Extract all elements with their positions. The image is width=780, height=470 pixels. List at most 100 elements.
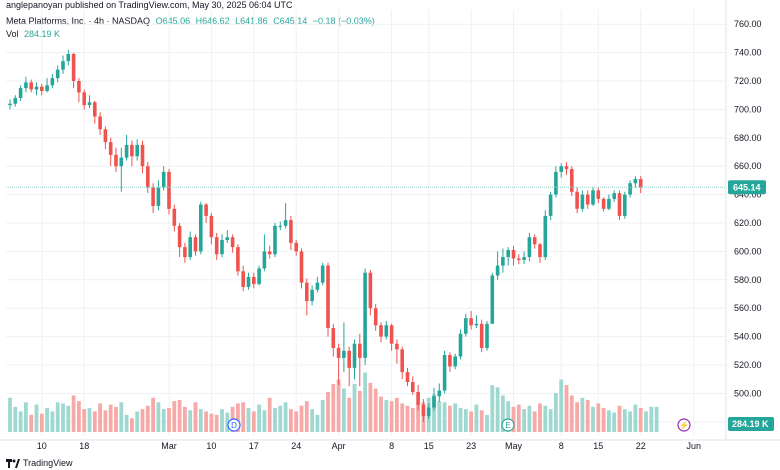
- volume-bar: [368, 382, 373, 432]
- volume-bar: [596, 403, 601, 432]
- volume-bar: [331, 384, 336, 432]
- volume-bar: [124, 414, 129, 432]
- y-tick-label: 520.00: [734, 360, 762, 370]
- candle-body: [40, 86, 44, 91]
- volume-bar: [257, 404, 261, 432]
- published-line: anglepanoyan published on TradingView.co…: [6, 0, 293, 10]
- volume-bar: [198, 409, 203, 432]
- volume-bar: [315, 414, 320, 432]
- volume-bar: [82, 409, 87, 432]
- volume-bar: [453, 403, 458, 432]
- volume-bar: [474, 404, 479, 432]
- volume-bar: [135, 411, 140, 432]
- x-tick-label: Jun: [686, 441, 701, 451]
- volume-bar: [39, 413, 44, 432]
- candle-body: [61, 61, 65, 70]
- volume-bar: [342, 388, 346, 432]
- candle-body: [305, 282, 309, 302]
- candle-body: [347, 350, 351, 368]
- candle-body: [103, 129, 108, 143]
- volume-bar: [532, 411, 537, 432]
- volume-bar: [527, 405, 532, 432]
- candle-body: [623, 194, 627, 216]
- x-tick-label: 24: [291, 441, 301, 451]
- volume-bar: [119, 402, 124, 432]
- candle-body: [638, 178, 643, 188]
- candle-body: [140, 144, 145, 167]
- x-tick-label: 18: [79, 441, 89, 451]
- volume-bar: [495, 387, 500, 432]
- symbol-title: Meta Platforms, Inc. · 4h · NASDAQ: [6, 16, 151, 26]
- volume-bar: [400, 403, 405, 432]
- volume-bar: [437, 401, 442, 432]
- candle-body: [230, 237, 235, 248]
- volume-bar: [167, 408, 171, 432]
- volume-bar: [61, 403, 65, 432]
- candle-body: [236, 247, 240, 272]
- volume-bar: [71, 395, 76, 432]
- candle-body: [29, 82, 33, 90]
- volume-bar: [77, 401, 81, 432]
- candle-body: [432, 396, 436, 408]
- volume-bar: [463, 409, 468, 432]
- candle-body: [130, 144, 134, 157]
- candle-body: [580, 194, 585, 209]
- volume-bar: [511, 406, 516, 432]
- candle-body: [358, 343, 362, 358]
- volume-bar: [145, 405, 150, 432]
- y-tick-label: 540.00: [734, 332, 762, 342]
- volume-bar: [29, 414, 34, 432]
- candle-body: [93, 102, 97, 117]
- volume-bar: [633, 404, 638, 432]
- last-price-value: 645.14: [733, 182, 761, 192]
- volume-bar: [644, 411, 648, 432]
- symbol-header: Meta Platforms, Inc. · 4h · NASDAQ O645.…: [6, 16, 378, 26]
- ohlc-low: L641.86: [235, 16, 268, 26]
- candle-body: [564, 166, 569, 170]
- y-tick-label: 740.00: [734, 48, 762, 58]
- candle-body: [336, 347, 341, 358]
- candle-body: [405, 372, 410, 383]
- candle-body: [511, 249, 516, 259]
- candle-body: [214, 237, 219, 255]
- candle-body: [395, 343, 399, 350]
- tradingview-watermark: TradingView: [6, 458, 73, 468]
- volume-bar: [320, 400, 325, 432]
- x-tick-label: 10: [37, 441, 47, 451]
- candle-body: [151, 187, 155, 206]
- volume-bar: [559, 379, 564, 432]
- volume-bar: [538, 403, 542, 432]
- volume-bar: [183, 406, 187, 432]
- candle-body: [342, 350, 346, 358]
- volume-bar: [267, 397, 272, 432]
- candle-body: [278, 225, 283, 227]
- candle-body: [161, 171, 166, 188]
- volume-bar: [24, 402, 28, 432]
- volume-bar: [554, 393, 558, 432]
- x-tick-label: 17: [249, 441, 259, 451]
- candle-body: [77, 81, 81, 93]
- candle-body: [119, 157, 124, 167]
- candle-body: [283, 220, 288, 226]
- volume-bar: [612, 412, 617, 432]
- volume-bar: [225, 412, 230, 432]
- candle-body: [570, 169, 574, 192]
- volume-bar: [516, 404, 521, 432]
- volume-bar: [18, 411, 23, 432]
- candle-body: [225, 237, 230, 241]
- candle-body: [601, 198, 606, 209]
- volume-bar: [326, 392, 330, 432]
- candle-body: [8, 103, 12, 106]
- y-tick-label: 500.00: [734, 388, 762, 398]
- candle-body: [416, 391, 420, 405]
- candle-body: [98, 116, 102, 130]
- volume-bar: [294, 411, 299, 432]
- dividend-marker-icon: [227, 418, 241, 432]
- volume-bar: [575, 402, 579, 432]
- volume-bar: [251, 411, 256, 432]
- candle-body: [188, 237, 192, 258]
- watermark-text: TradingView: [23, 458, 73, 468]
- volume-bar: [283, 402, 288, 432]
- candle-body: [538, 244, 542, 258]
